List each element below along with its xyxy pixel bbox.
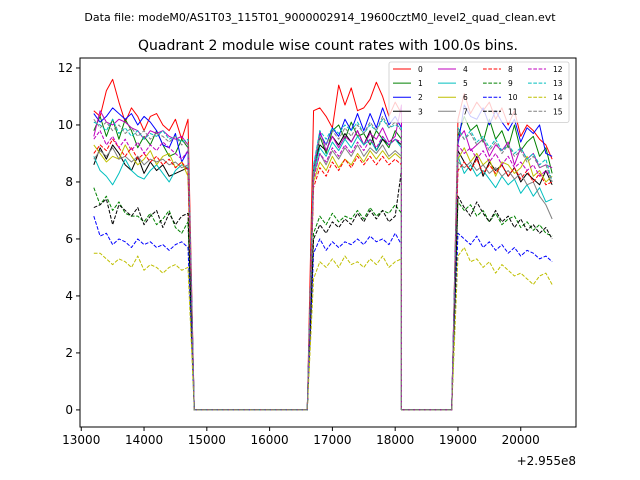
- y-tick-label: 4: [65, 289, 73, 303]
- y-tick-label: 0: [65, 403, 73, 417]
- y-tick-label: 6: [65, 232, 73, 246]
- x-tick-label: 13000: [62, 433, 100, 447]
- x-tick-label: 14000: [125, 433, 163, 447]
- x-tick-label: 17000: [313, 433, 351, 447]
- x-tick-label: 20000: [502, 433, 540, 447]
- x-tick-label: 16000: [251, 433, 289, 447]
- data-file-label: Data file: modeM0/AS1T03_115T01_90000029…: [84, 11, 556, 24]
- legend-label: 6: [463, 93, 468, 102]
- legend-label: 4: [463, 65, 468, 74]
- x-axis: 13000 14000 15000 16000 17000 18000 19000 20000: [62, 427, 540, 447]
- series-line-4: [93, 104, 553, 411]
- x-tick-label: 18000: [376, 433, 414, 447]
- legend-label: 1: [418, 79, 423, 88]
- legend-label: 13: [553, 79, 563, 88]
- x-tick-label: 19000: [439, 433, 477, 447]
- series-line-11: [93, 170, 553, 411]
- series-line-13: [93, 118, 553, 411]
- legend-label: 14: [553, 93, 563, 102]
- series-line-7: [93, 144, 553, 411]
- series-line-10: [93, 215, 553, 411]
- y-tick-label: 12: [58, 61, 73, 75]
- legend-label: 9: [508, 79, 513, 88]
- series-line-12: [93, 130, 553, 411]
- y-tick-label: 2: [65, 346, 73, 360]
- series-line-14: [93, 246, 553, 411]
- legend-label: 12: [553, 65, 563, 74]
- legend-label: 7: [463, 107, 468, 116]
- legend-label: 5: [463, 79, 468, 88]
- legend-label: 0: [418, 65, 423, 74]
- legend-label: 10: [508, 93, 518, 102]
- legend-label: 2: [418, 93, 423, 102]
- legend-box: [388, 61, 570, 123]
- chart-title: Quadrant 2 module wise count rates with …: [138, 38, 518, 54]
- series-line-15: [93, 115, 553, 411]
- series-line-1: [93, 115, 553, 411]
- y-axis: 0 2 4 6 8 10 12: [58, 61, 80, 417]
- series-line-5: [93, 135, 553, 411]
- series-line-8: [93, 138, 553, 411]
- y-tick-label: 8: [65, 175, 73, 189]
- legend-label: 3: [418, 107, 423, 116]
- x-tick-label: 15000: [188, 433, 226, 447]
- legend-label: 8: [508, 65, 513, 74]
- legend-label: 15: [553, 107, 563, 116]
- y-tick-label: 10: [58, 118, 73, 132]
- x-offset-label: +2.955e8: [517, 454, 576, 468]
- legend-label: 11: [508, 107, 518, 116]
